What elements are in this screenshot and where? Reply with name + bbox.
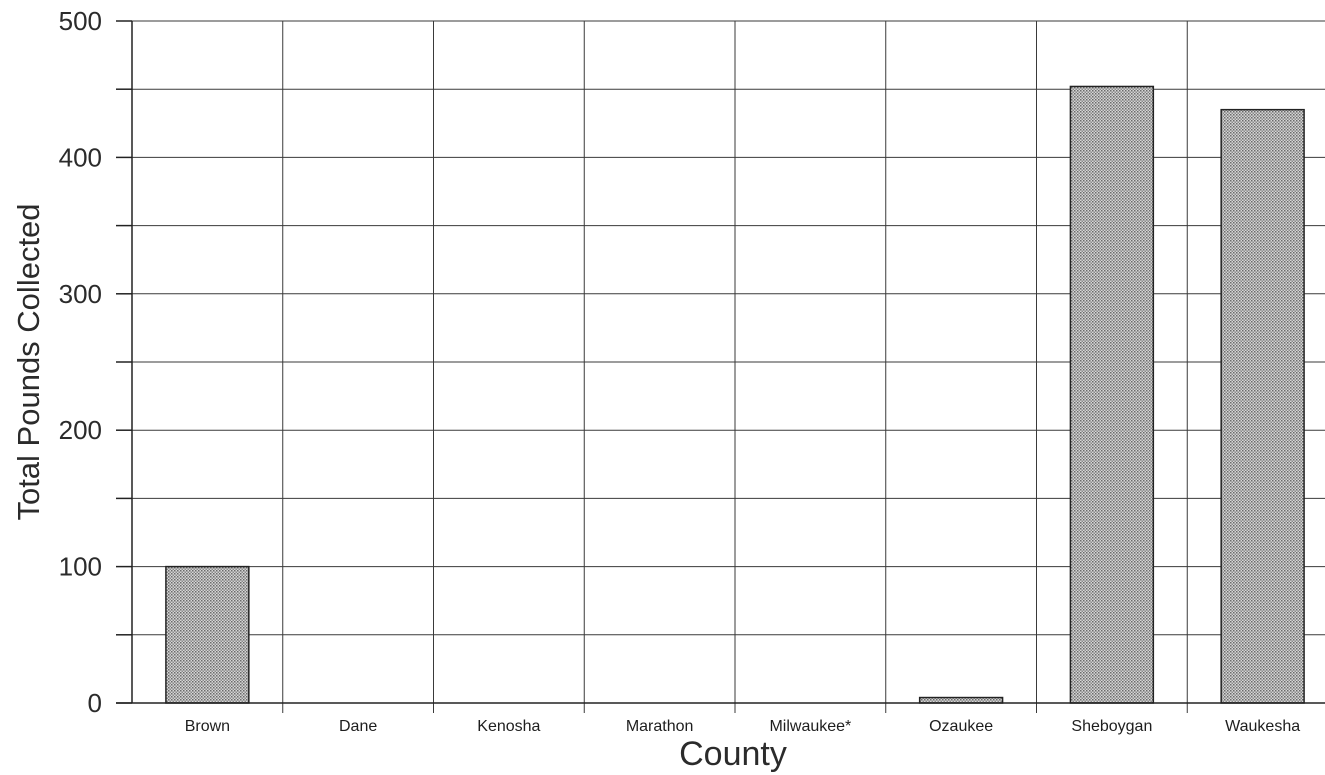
x-tick-label: Marathon <box>626 718 694 735</box>
gridlines <box>132 20 1325 713</box>
x-tick-label: Waukesha <box>1225 718 1300 735</box>
y-tick-labels: 0 100 200 300 400 500 <box>59 6 102 718</box>
y-tick-label: 400 <box>59 142 102 172</box>
y-tick-label: 500 <box>59 6 102 36</box>
x-tick-label: Sheboygan <box>1071 718 1152 735</box>
x-tick-label: Brown <box>185 718 230 735</box>
x-tick-label: Milwaukee* <box>769 718 851 735</box>
y-tick-label: 300 <box>59 279 102 309</box>
x-tick-labels: Brown Dane Kenosha Marathon Milwaukee* Ozauke… <box>185 718 1301 735</box>
bars <box>165 85 1305 704</box>
x-axis-title: County <box>679 735 787 773</box>
bar-waukesha <box>1220 108 1305 704</box>
x-tick-label: Ozaukee <box>929 718 993 735</box>
y-tick-label: 0 <box>88 688 102 718</box>
y-tick-label: 200 <box>59 415 102 445</box>
y-tick-label: 100 <box>59 552 102 582</box>
bar-sheboygan <box>1069 85 1155 704</box>
x-tick-label: Kenosha <box>477 718 540 735</box>
y-axis-title: Total Pounds Collected <box>11 203 46 520</box>
bar-ozaukee <box>918 696 1004 704</box>
bar-brown <box>165 565 250 704</box>
axes <box>116 20 1325 704</box>
x-tick-label: Dane <box>339 718 377 735</box>
